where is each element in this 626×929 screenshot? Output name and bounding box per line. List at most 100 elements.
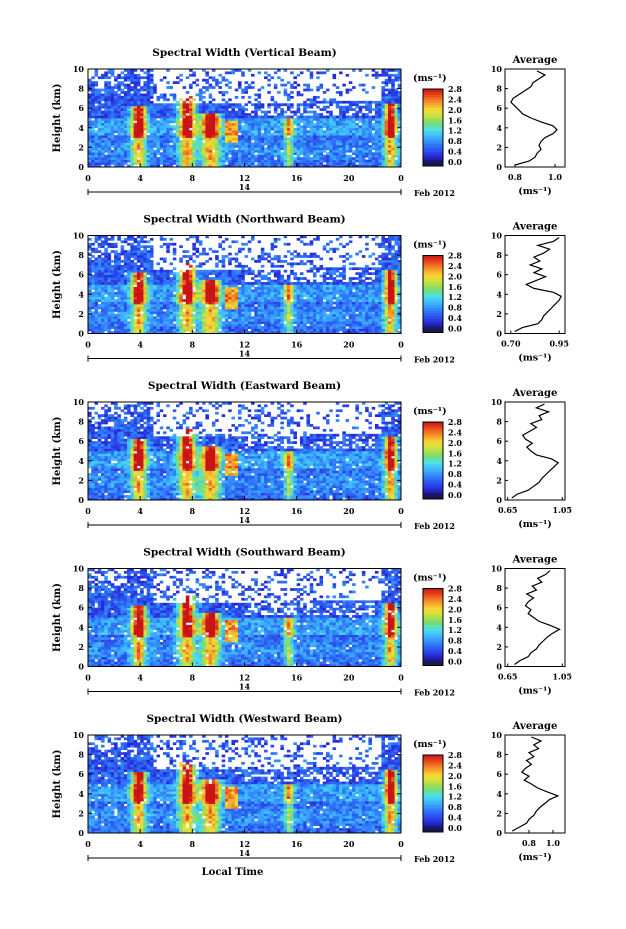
heatmap-cell — [107, 88, 112, 92]
heatmap-cell — [104, 149, 108, 153]
heatmap-cell — [309, 147, 314, 151]
heatmap-cell — [104, 326, 108, 329]
heatmap-cell — [384, 140, 389, 143]
heatmap-cell — [267, 73, 271, 77]
heatmap-cell — [114, 304, 118, 307]
heatmap-cell — [211, 113, 216, 116]
heatmap-cell — [149, 86, 154, 89]
heatmap-cell — [374, 100, 379, 104]
heatmap-cell — [133, 162, 138, 165]
heatmap-cell — [247, 122, 252, 126]
heatmap-cell — [107, 311, 112, 315]
heatmap-cell — [244, 103, 249, 107]
heatmap-cell — [270, 162, 275, 165]
heatmap-cell — [391, 130, 395, 133]
heatmap-cell — [244, 137, 249, 141]
heatmap-cell — [202, 125, 206, 129]
heatmap-cell — [202, 105, 206, 109]
heatmap-cell — [162, 272, 167, 275]
heatmap-cell — [143, 105, 147, 109]
heatmap-cell — [149, 157, 154, 160]
heatmap-cell — [153, 144, 157, 148]
heatmap-cell — [123, 331, 128, 334]
heatmap-cell — [254, 159, 258, 163]
heatmap-cell — [378, 130, 382, 133]
heatmap-cell — [130, 299, 134, 302]
heatmap-cell — [384, 164, 389, 168]
heatmap-cell — [260, 286, 265, 290]
heatmap-cell — [91, 277, 95, 280]
heatmap-cell — [234, 323, 239, 327]
heatmap-cell — [162, 162, 167, 165]
heatmap-cell — [244, 282, 249, 285]
heatmap-cell — [215, 277, 219, 280]
heatmap-cell — [231, 269, 236, 273]
heatmap-cell — [247, 157, 252, 160]
heatmap-cell — [394, 152, 399, 156]
heatmap-cell — [149, 120, 154, 124]
heatmap-cell — [140, 274, 144, 278]
y-tick-label: 8 — [78, 84, 84, 94]
heatmap-cell — [267, 152, 271, 156]
heatmap-cell — [384, 78, 389, 82]
heatmap-cell — [215, 149, 219, 153]
heatmap-cell — [280, 125, 284, 129]
heatmap-cell — [123, 122, 128, 126]
heatmap-cell — [228, 299, 232, 302]
heatmap-cell — [303, 262, 307, 266]
heatmap-cell — [123, 127, 128, 131]
heatmap-cell — [153, 110, 157, 114]
heatmap-cell — [104, 142, 108, 146]
heatmap-cell — [286, 250, 291, 253]
heatmap-cell — [179, 154, 183, 158]
heatmap-cell — [286, 147, 291, 151]
heatmap-cell — [94, 250, 99, 253]
heatmap-cell — [192, 318, 196, 322]
heatmap-cell — [215, 284, 219, 288]
heatmap-cell — [368, 135, 372, 138]
heatmap-cell — [202, 311, 206, 315]
heatmap-cell — [91, 331, 95, 334]
heatmap-cell — [244, 255, 249, 258]
heatmap-cell — [286, 326, 291, 329]
heatmap-cell — [267, 326, 271, 329]
heatmap-cell — [176, 306, 180, 310]
heatmap-cell — [149, 247, 154, 251]
heatmap-cell — [361, 122, 366, 126]
heatmap-cell — [205, 73, 209, 77]
heatmap-cell — [172, 311, 177, 315]
heatmap-cell — [296, 118, 301, 121]
heatmap-cell — [107, 264, 112, 268]
heatmap-cell — [234, 311, 239, 315]
heatmap-cell — [299, 282, 304, 285]
heatmap-cell — [257, 331, 262, 334]
heatmap-cell — [136, 321, 141, 324]
heatmap-cell — [97, 110, 102, 114]
heatmap-cell — [280, 118, 284, 121]
heatmap-cell — [136, 105, 141, 109]
heatmap-cell — [345, 110, 350, 114]
heatmap-cell — [208, 284, 213, 288]
heatmap-cell — [306, 311, 311, 315]
heatmap-cell — [267, 78, 271, 82]
heatmap-cell — [228, 162, 232, 165]
heatmap-cell — [234, 260, 239, 263]
heatmap-cell — [244, 306, 249, 310]
heatmap-cell — [326, 130, 330, 133]
heatmap-cell — [228, 260, 232, 263]
heatmap-cell — [202, 296, 206, 300]
heatmap-cell — [114, 147, 118, 151]
heatmap-cell — [94, 323, 99, 327]
heatmap-cell — [107, 110, 112, 114]
heatmap-cell — [114, 267, 118, 271]
heatmap-cell — [117, 108, 121, 111]
heatmap-cell — [110, 98, 115, 102]
heatmap-cell — [156, 135, 161, 138]
heatmap-cell — [159, 274, 164, 278]
heatmap-cell — [273, 257, 278, 261]
heatmap-cell — [277, 277, 281, 280]
heatmap-cell — [140, 237, 144, 241]
heatmap-cell — [273, 316, 278, 320]
heatmap-cell — [133, 110, 138, 114]
heatmap-cell — [133, 105, 138, 109]
